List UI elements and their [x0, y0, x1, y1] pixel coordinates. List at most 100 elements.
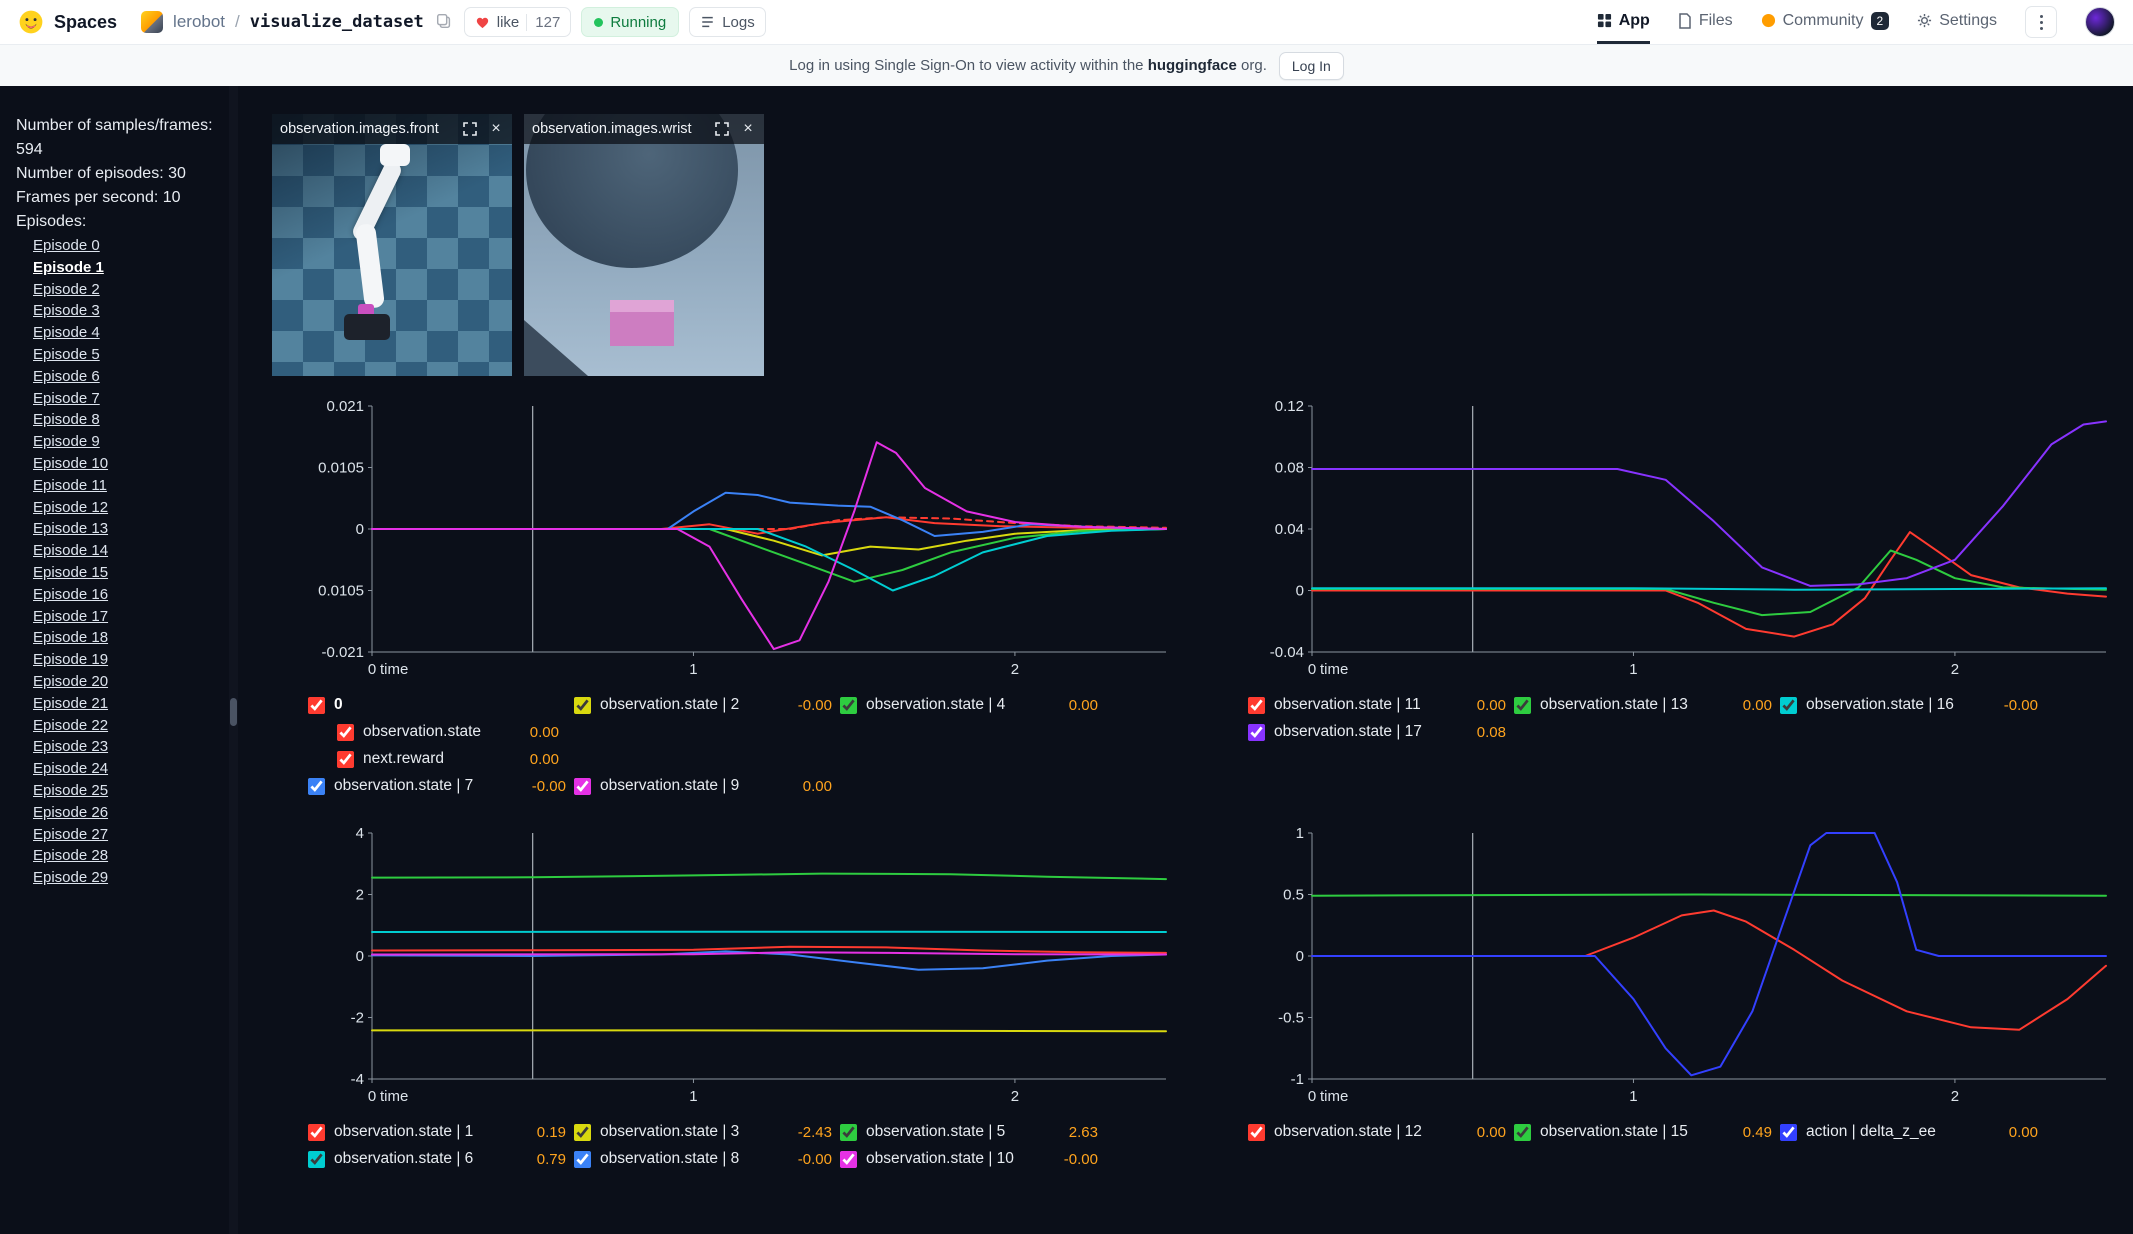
episode-link[interactable]: Episode 16 — [33, 584, 224, 606]
legend-item[interactable]: observation.state | 10-0.00 — [840, 1150, 1098, 1168]
tab-app-label: App — [1619, 12, 1650, 30]
episode-link[interactable]: Episode 29 — [33, 867, 224, 889]
episode-link[interactable]: Episode 17 — [33, 606, 224, 628]
episode-link[interactable]: Episode 19 — [33, 649, 224, 671]
tab-settings[interactable]: Settings — [1917, 0, 1997, 44]
episode-link[interactable]: Episode 11 — [33, 475, 224, 497]
legend-checkbox[interactable] — [308, 778, 325, 795]
legend-item[interactable]: observation.state | 10.19 — [308, 1123, 566, 1141]
legend-item[interactable]: observation.state | 16-0.00 — [1780, 696, 2038, 714]
episode-link[interactable]: Episode 0 — [33, 235, 224, 257]
episode-link[interactable]: Episode 8 — [33, 409, 224, 431]
episode-link[interactable]: Episode 5 — [33, 344, 224, 366]
close-icon[interactable]: × — [488, 121, 504, 137]
legend-item[interactable]: observation.state | 120.00 — [1248, 1123, 1506, 1141]
episode-link[interactable]: Episode 12 — [33, 497, 224, 519]
episode-link[interactable]: Episode 1 — [33, 257, 224, 279]
sidebar-scrollbar-thumb[interactable] — [230, 698, 237, 726]
repo-name[interactable]: visualize_dataset — [250, 12, 424, 32]
legend-checkbox[interactable] — [840, 697, 857, 714]
logs-button[interactable]: Logs — [689, 7, 766, 37]
episode-link[interactable]: Episode 21 — [33, 693, 224, 715]
close-icon[interactable]: × — [740, 121, 756, 137]
legend-checkbox[interactable] — [337, 751, 354, 768]
legend-checkbox[interactable] — [1514, 697, 1531, 714]
legend-item[interactable]: observation.state0.00 — [337, 723, 559, 741]
legend-item[interactable]: observation.state | 90.00 — [574, 777, 832, 795]
legend-checkbox[interactable] — [840, 1151, 857, 1168]
like-count[interactable]: 127 — [526, 14, 560, 31]
like-button[interactable]: like 127 — [464, 7, 572, 37]
legend-value: 0.79 — [537, 1151, 566, 1168]
owner-link[interactable]: lerobot — [173, 12, 225, 32]
legend-checkbox[interactable] — [308, 697, 325, 714]
expand-icon[interactable] — [462, 121, 478, 137]
episode-link[interactable]: Episode 22 — [33, 715, 224, 737]
legend-checkbox[interactable] — [1514, 1124, 1531, 1141]
legend-checkbox[interactable] — [574, 1151, 591, 1168]
episode-link[interactable]: Episode 10 — [33, 453, 224, 475]
legend-checkbox[interactable] — [840, 1124, 857, 1141]
episode-link[interactable]: Episode 4 — [33, 322, 224, 344]
legend-item[interactable]: action | delta_z_ee0.00 — [1780, 1123, 2038, 1141]
legend-item[interactable]: observation.state | 40.00 — [840, 696, 1098, 714]
episode-link[interactable]: Episode 18 — [33, 627, 224, 649]
episode-link[interactable]: Episode 20 — [33, 671, 224, 693]
legend-checkbox[interactable] — [1780, 697, 1797, 714]
legend-checkbox[interactable] — [1248, 1124, 1265, 1141]
legend-checkbox[interactable] — [574, 1124, 591, 1141]
legend-checkbox[interactable] — [337, 724, 354, 741]
user-avatar[interactable] — [2085, 7, 2115, 37]
episode-link[interactable]: Episode 14 — [33, 540, 224, 562]
episode-link[interactable]: Episode 15 — [33, 562, 224, 584]
episode-link[interactable]: Episode 26 — [33, 802, 224, 824]
legend-checkbox[interactable] — [1248, 724, 1265, 741]
legend-item[interactable]: observation.state | 110.00 — [1248, 696, 1506, 714]
legend-checkbox[interactable] — [574, 778, 591, 795]
legend-checkbox[interactable] — [1248, 697, 1265, 714]
legend-item[interactable]: observation.state | 170.08 — [1248, 723, 1506, 741]
legend-item[interactable]: observation.state | 2-0.00 — [574, 696, 832, 714]
tab-community[interactable]: Community 2 — [1761, 0, 1890, 44]
episode-link[interactable]: Episode 9 — [33, 431, 224, 453]
tab-files[interactable]: Files — [1678, 0, 1733, 44]
chart-plot[interactable]: 0.120.080.040-0.04012time — [1240, 392, 2120, 692]
legend-item[interactable]: observation.state | 150.49 — [1514, 1123, 1772, 1141]
chart-plot[interactable]: 420-2-4012time — [300, 819, 1180, 1119]
legend-item[interactable]: observation.state | 3-2.43 — [574, 1123, 832, 1141]
legend-item[interactable]: observation.state | 130.00 — [1514, 696, 1772, 714]
legend-item[interactable]: observation.state | 52.63 — [840, 1123, 1098, 1141]
video-front[interactable]: observation.images.front × — [272, 114, 512, 376]
episode-link[interactable]: Episode 2 — [33, 279, 224, 301]
expand-icon[interactable] — [714, 121, 730, 137]
episode-link[interactable]: Episode 23 — [33, 736, 224, 758]
legend-item[interactable]: observation.state | 8-0.00 — [574, 1150, 832, 1168]
login-button[interactable]: Log In — [1279, 52, 1344, 80]
more-options-button[interactable] — [2025, 6, 2057, 38]
episode-link[interactable]: Episode 3 — [33, 300, 224, 322]
episode-link[interactable]: Episode 24 — [33, 758, 224, 780]
tab-app[interactable]: App — [1597, 0, 1650, 44]
episode-link[interactable]: Episode 27 — [33, 824, 224, 846]
episode-link[interactable]: Episode 25 — [33, 780, 224, 802]
y-axis-tick: 0 — [356, 948, 364, 965]
spaces-brand[interactable]: Spaces — [54, 12, 117, 33]
copy-icon[interactable] — [434, 12, 454, 32]
legend-checkbox[interactable] — [308, 1151, 325, 1168]
video-wrist[interactable]: observation.images.wrist × — [524, 114, 764, 376]
legend-item[interactable]: observation.state | 60.79 — [308, 1150, 566, 1168]
episode-link[interactable]: Episode 13 — [33, 518, 224, 540]
legend-checkbox[interactable] — [308, 1124, 325, 1141]
chart-plot[interactable]: 0.0210.010500.0105-0.021012time — [300, 392, 1180, 692]
chart-plot[interactable]: 10.50-0.5-1012time — [1240, 819, 2120, 1119]
legend-checkbox[interactable] — [1780, 1124, 1797, 1141]
episode-link[interactable]: Episode 7 — [33, 388, 224, 410]
episode-link[interactable]: Episode 6 — [33, 366, 224, 388]
legend-checkbox[interactable] — [574, 697, 591, 714]
legend-group-header[interactable]: 0 — [308, 696, 566, 714]
episode-link[interactable]: Episode 28 — [33, 845, 224, 867]
legend-item[interactable]: next.reward0.00 — [337, 750, 559, 768]
legend-item[interactable]: observation.state | 7-0.00 — [308, 777, 566, 795]
running-status-badge[interactable]: Running — [581, 7, 679, 37]
sidebar-scrollbar[interactable] — [229, 86, 238, 1234]
